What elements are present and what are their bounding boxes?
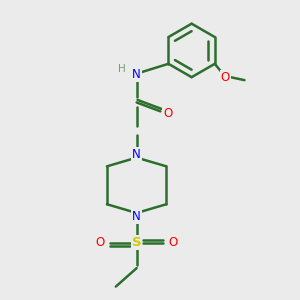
Text: O: O: [163, 107, 172, 120]
Text: O: O: [220, 71, 230, 84]
Text: S: S: [132, 236, 141, 249]
Text: H: H: [118, 64, 126, 74]
Text: N: N: [132, 68, 141, 81]
Text: O: O: [96, 236, 105, 249]
Text: N: N: [132, 210, 141, 223]
Text: O: O: [168, 236, 178, 249]
Text: N: N: [132, 148, 141, 161]
